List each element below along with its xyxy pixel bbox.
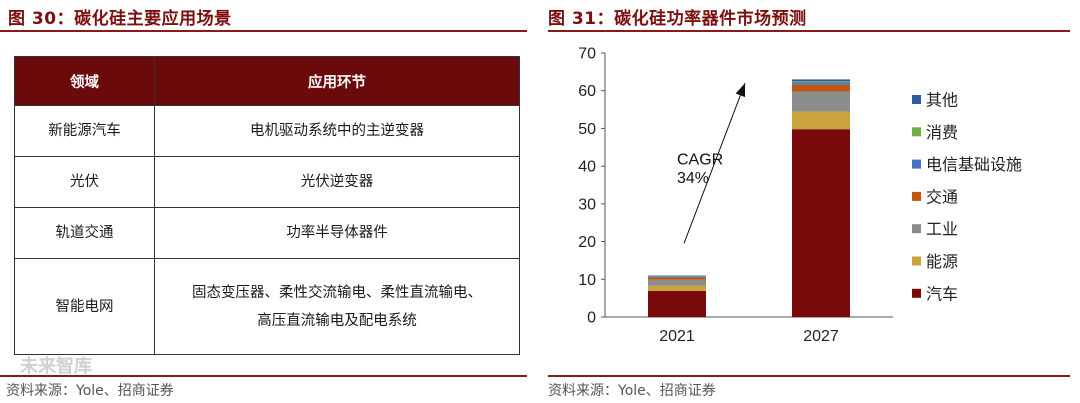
- bottom-rule: [548, 375, 1070, 377]
- x-tick-label: 2027: [803, 328, 839, 345]
- bar-segment: [648, 285, 706, 291]
- legend-label: 交通: [926, 187, 958, 206]
- bar-segment: [648, 277, 706, 280]
- table-row: 新能源汽车 电机驱动系统中的主逆变器: [14, 105, 520, 157]
- y-tick-label: 20: [578, 234, 596, 251]
- cagr-arrow-head: [735, 83, 746, 98]
- legend-swatch: [912, 256, 921, 266]
- source-note: 资料来源：Yole、招商证券: [6, 383, 174, 399]
- bar-segment: [648, 276, 706, 278]
- source-note: 资料来源：Yole、招商证券: [548, 383, 716, 399]
- bar-segment: [792, 91, 850, 112]
- bar-segment: [792, 81, 850, 83]
- bar-segment: [792, 79, 850, 82]
- bar-segment: [648, 290, 706, 317]
- y-tick-label: 40: [578, 159, 596, 176]
- column-header-application: 应用环节: [154, 56, 520, 106]
- table-header-row: 领域 应用环节: [14, 56, 520, 106]
- legend-label: 其他: [926, 91, 958, 110]
- table-row: 智能电网 固态变压器、柔性交流输电、柔性直流输电、 高压直流输电及配电系统: [14, 258, 520, 355]
- figure-30-title: 图 30：碳化硅主要应用场景: [8, 9, 232, 29]
- legend-swatch: [912, 127, 921, 137]
- table-cell-application: 固态变压器、柔性交流输电、柔性直流输电、 高压直流输电及配电系统: [154, 258, 520, 355]
- top-rule: [0, 30, 527, 32]
- legend-swatch: [912, 95, 921, 104]
- application-table: 领域 应用环节 新能源汽车 电机驱动系统中的主逆变器 光伏 光伏逆变器 轨道交通…: [14, 56, 520, 355]
- top-rule: [548, 30, 1070, 32]
- table-row: 轨道交通 功率半导体器件: [14, 207, 520, 259]
- y-tick-label: 50: [578, 121, 596, 138]
- legend-label: 电信基础设施: [926, 155, 1022, 174]
- table-cell-domain: 智能电网: [14, 258, 155, 355]
- cagr-arrow-line: [683, 82, 746, 244]
- figure-31-title: 图 31：碳化硅功率器件市场预测: [548, 9, 807, 29]
- legend-swatch: [912, 191, 921, 201]
- bar-segment: [792, 84, 850, 92]
- legend-label: 工业: [926, 220, 958, 239]
- right-panel: 图 31：碳化硅功率器件市场预测 0 10 20 30 40 50 60 70 2021 2027…: [548, 0, 1070, 403]
- y-tick-label: 70: [578, 46, 596, 63]
- column-header-domain: 领域: [14, 56, 155, 106]
- left-panel: 图 30：碳化硅主要应用场景 领域 应用环节 新能源汽车 电机驱动系统中的主逆变…: [0, 0, 527, 403]
- legend-swatch: [912, 224, 921, 234]
- y-tick-label: 10: [578, 272, 596, 289]
- bar-segment: [648, 279, 706, 286]
- bar-segment: [792, 82, 850, 85]
- table-cell-domain: 新能源汽车: [14, 105, 155, 157]
- legend-swatch: [912, 159, 921, 169]
- table-cell-application: 功率半导体器件: [154, 207, 520, 259]
- bar-segment: [792, 129, 850, 317]
- bar-segment: [792, 111, 850, 130]
- table-row: 光伏 光伏逆变器: [14, 156, 520, 208]
- legend-swatch: [912, 288, 921, 298]
- y-tick-label: 0: [587, 310, 596, 327]
- table-cell-domain: 轨道交通: [14, 207, 155, 259]
- legend-label: 消费: [926, 123, 958, 142]
- market-forecast-chart: 0 10 20 30 40 50 60 70 2021 2027 CAGR 34% 其他消费电信基础设施…: [578, 46, 1022, 346]
- y-tick-label: 60: [578, 83, 596, 100]
- cagr-label: CAGR: [677, 151, 723, 168]
- table-cell-application: 电机驱动系统中的主逆变器: [154, 105, 520, 157]
- cagr-value: 34%: [677, 170, 709, 187]
- y-tick-label: 30: [578, 196, 596, 213]
- table-cell-domain: 光伏: [14, 156, 155, 208]
- x-tick-label: 2021: [659, 328, 695, 345]
- legend-label: 汽车: [926, 284, 958, 303]
- legend-label: 能源: [926, 252, 958, 271]
- bar-segment: [648, 275, 706, 277]
- watermark: 未来智库: [20, 356, 92, 377]
- bottom-rule: [0, 375, 527, 377]
- table-cell-application: 光伏逆变器: [154, 156, 520, 208]
